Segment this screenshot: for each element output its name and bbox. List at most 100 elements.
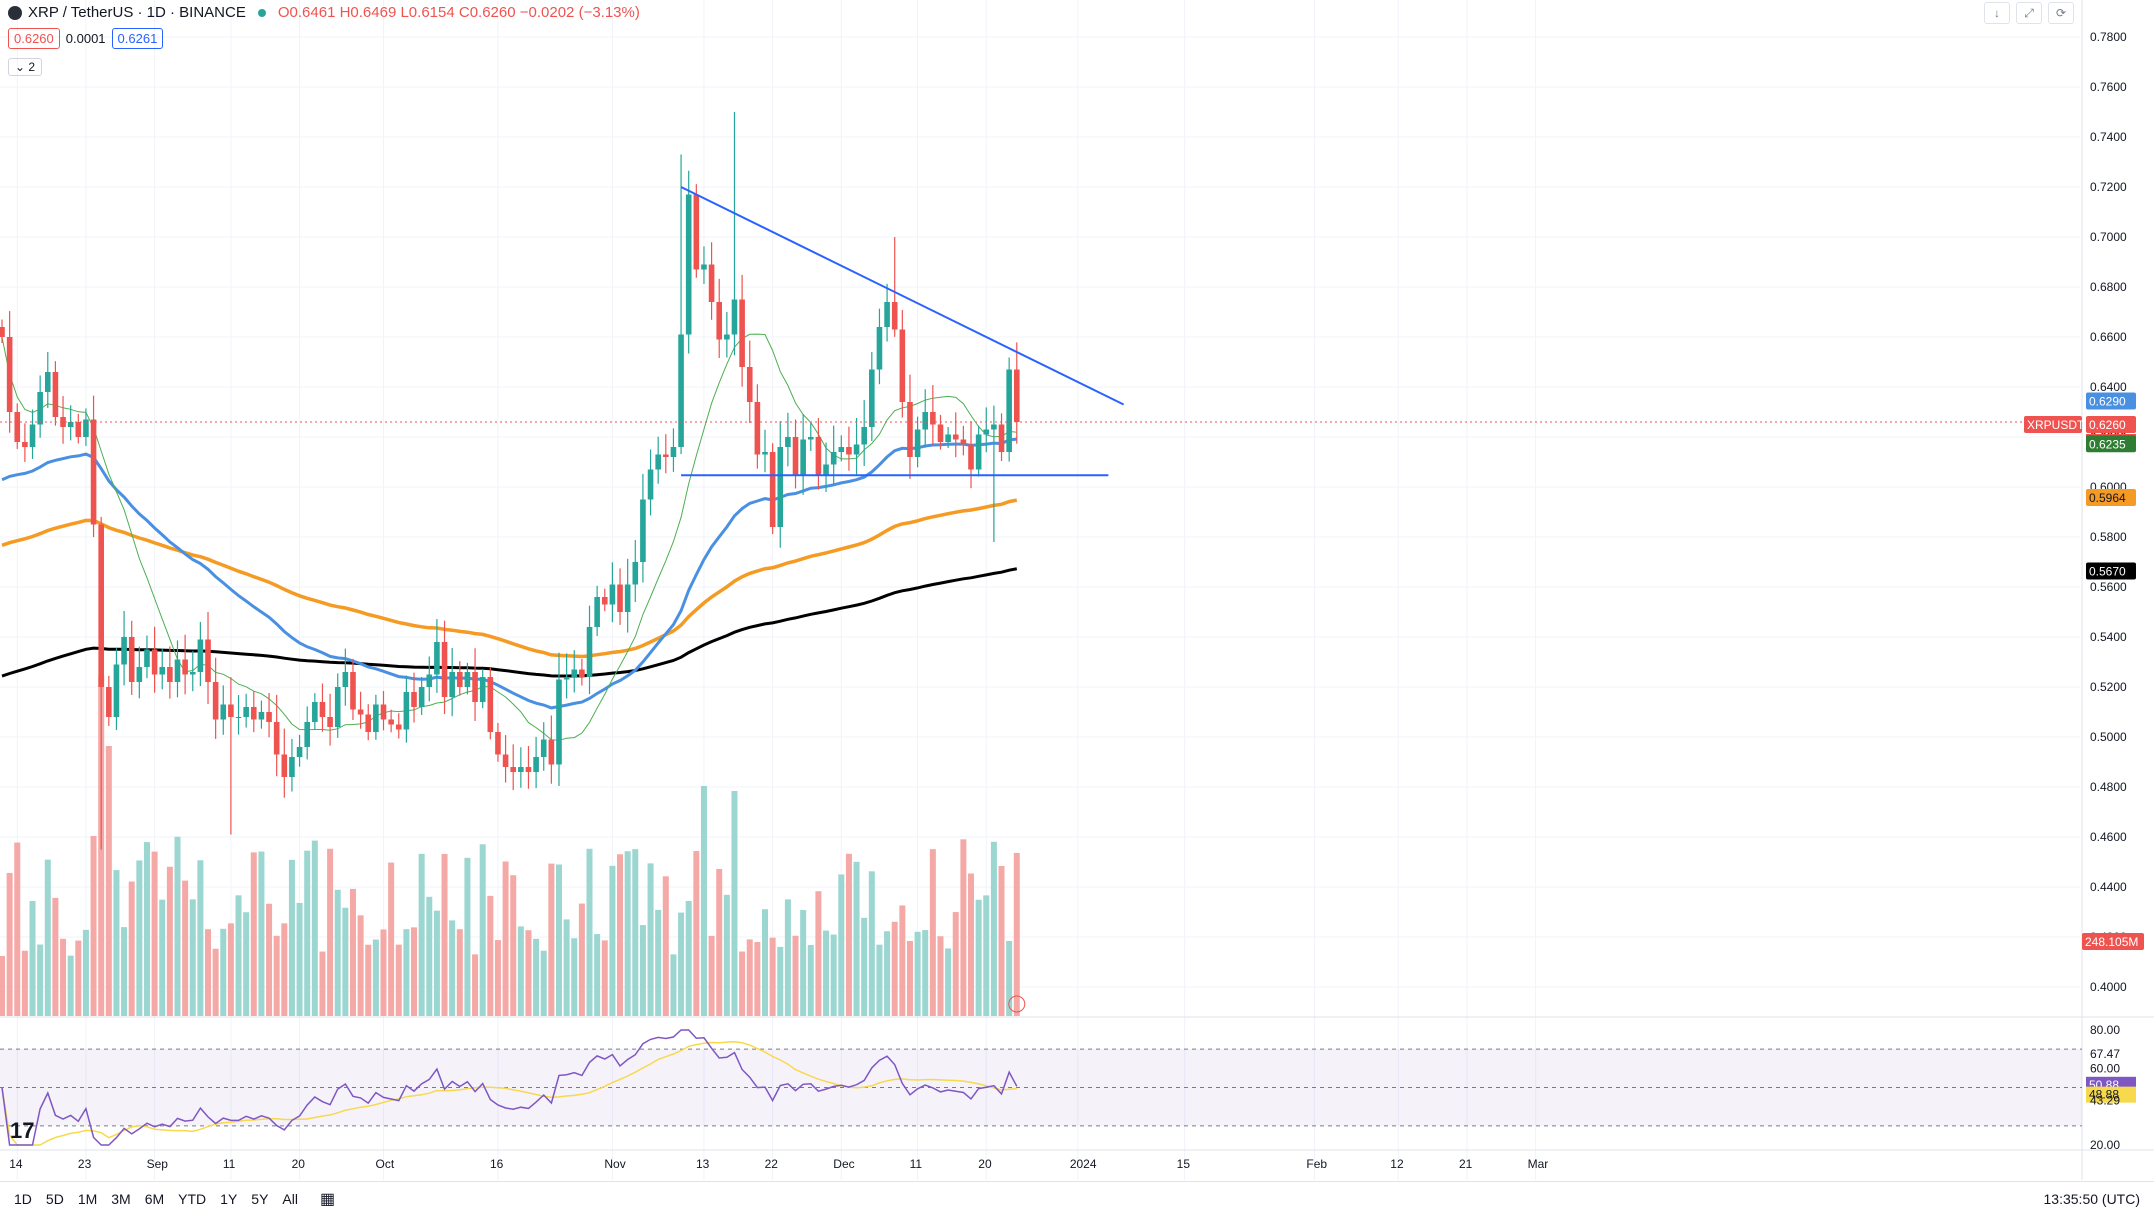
- candle-body: [6, 337, 13, 412]
- candle-body: [556, 679, 562, 765]
- y-tick-label: 0.4400: [2090, 880, 2127, 894]
- candle-body: [434, 642, 440, 675]
- volume-bar: [548, 863, 555, 1016]
- volume-bar: [754, 941, 761, 1016]
- volume-bar: [891, 921, 898, 1016]
- volume-bar: [571, 938, 578, 1016]
- range-3m[interactable]: 3M: [111, 1191, 131, 1207]
- candle-body: [98, 524, 104, 687]
- volume-bar: [884, 931, 891, 1016]
- candle-body: [121, 637, 127, 665]
- candle-body: [487, 677, 494, 732]
- candle-body: [960, 439, 967, 445]
- candle-body: [617, 584, 623, 612]
- ohlc-values: O0.6461 H0.6469 L0.6154 C0.6260 −0.0202 …: [278, 4, 640, 21]
- candle-body: [525, 767, 532, 772]
- candle-body: [182, 659, 188, 675]
- candle-body: [113, 664, 120, 717]
- volume-bar: [555, 864, 562, 1016]
- volume-bar: [273, 935, 280, 1016]
- volume-bar: [899, 905, 906, 1016]
- ohlc-close: C0.6260: [458, 4, 516, 21]
- range-ytd[interactable]: YTD: [178, 1191, 207, 1207]
- symbol-title[interactable]: XRP / TetherUS · 1D · BINANCE: [28, 4, 246, 21]
- range-5d[interactable]: 5D: [45, 1191, 64, 1207]
- ohlc-open: O0.6461: [277, 4, 336, 21]
- volume-bar: [349, 888, 356, 1016]
- candle-body: [701, 264, 707, 270]
- volume-bar: [288, 859, 295, 1016]
- candle-body: [67, 422, 74, 427]
- market-status-dot-icon: [257, 8, 266, 17]
- volume-bar: [250, 852, 257, 1016]
- volume-bar: [197, 860, 204, 1016]
- range-1m[interactable]: 1M: [77, 1191, 98, 1207]
- volume-bar: [723, 894, 730, 1016]
- window-buttons: ↓ ⤢ ⟳: [1984, 2, 2074, 24]
- buy-price-box[interactable]: 0.6261: [111, 28, 164, 49]
- y-tick-label: 0.5600: [2090, 580, 2127, 594]
- sell-price-box[interactable]: 0.6260: [8, 28, 60, 49]
- candle-body: [655, 454, 661, 470]
- candle-body: [281, 754, 288, 777]
- y-tick-label: 0.4000: [2090, 980, 2127, 994]
- rsi-tick-label: 20.00: [2090, 1138, 2120, 1152]
- candle-body: [449, 672, 455, 697]
- volume-bar: [639, 925, 646, 1016]
- volume-bar: [136, 860, 143, 1016]
- candle-body: [212, 682, 219, 720]
- range-5y[interactable]: 5Y: [251, 1191, 269, 1207]
- range-1y[interactable]: 1Y: [220, 1191, 238, 1207]
- indicators-toggle[interactable]: ⌄ 2: [8, 58, 43, 76]
- candle-body: [510, 767, 517, 772]
- fullscreen-icon[interactable]: ⤢: [2016, 2, 2042, 24]
- x-tick-label: 15: [1177, 1157, 1191, 1171]
- calendar-icon[interactable]: ▦: [319, 1191, 336, 1208]
- volume-bar: [388, 862, 395, 1016]
- volume-bar: [647, 863, 654, 1016]
- x-tick-label: 16: [490, 1157, 504, 1171]
- volume-bar: [845, 853, 852, 1016]
- tradingview-logo[interactable]: 17: [10, 1118, 35, 1143]
- utc-clock[interactable]: 13:35:50 (UTC): [2043, 1191, 2140, 1207]
- range-all[interactable]: All: [282, 1191, 298, 1207]
- candle-body: [395, 724, 402, 730]
- range-6m[interactable]: 6M: [144, 1191, 165, 1207]
- candle-body: [1006, 369, 1012, 452]
- volume-bar: [960, 839, 967, 1016]
- scroll-down-icon[interactable]: ↓: [1984, 2, 2010, 24]
- bid-ask-row: 0.6260 0.0001 0.6261: [8, 28, 164, 49]
- candle-body: [548, 739, 555, 765]
- candle-body: [159, 667, 166, 675]
- volume-bar: [578, 903, 585, 1016]
- candle-body: [14, 412, 21, 442]
- volume-bar: [739, 951, 746, 1016]
- volume-bar: [762, 909, 768, 1016]
- volume-bar: [594, 934, 601, 1016]
- volume-bar: [296, 902, 303, 1016]
- candle-body: [632, 562, 639, 585]
- y-tick-label: 0.6600: [2090, 330, 2127, 344]
- candle-body: [350, 672, 356, 710]
- volume-bar: [174, 836, 181, 1016]
- candle-body: [167, 667, 173, 682]
- candle-body: [357, 709, 364, 715]
- volume-bar: [525, 930, 532, 1016]
- y-tick-label: 0.7600: [2090, 80, 2127, 94]
- candle-body: [899, 329, 906, 402]
- rsi-ma-value-label: 48.88: [2089, 1088, 2119, 1102]
- candle-body: [266, 712, 272, 722]
- volume-bar: [655, 909, 662, 1016]
- candle-body: [44, 372, 51, 392]
- candle-body: [937, 424, 944, 442]
- y-tick-label: 0.5000: [2090, 730, 2127, 744]
- candle-body: [1013, 369, 1020, 422]
- refresh-icon[interactable]: ⟳: [2048, 2, 2074, 24]
- candle-body: [540, 739, 547, 757]
- range-1d[interactable]: 1D: [14, 1191, 32, 1207]
- candle-body: [769, 452, 776, 527]
- volume-bar: [205, 929, 212, 1016]
- candles: [0, 112, 1020, 850]
- ma-fast-price-label: 0.6235: [2089, 437, 2126, 451]
